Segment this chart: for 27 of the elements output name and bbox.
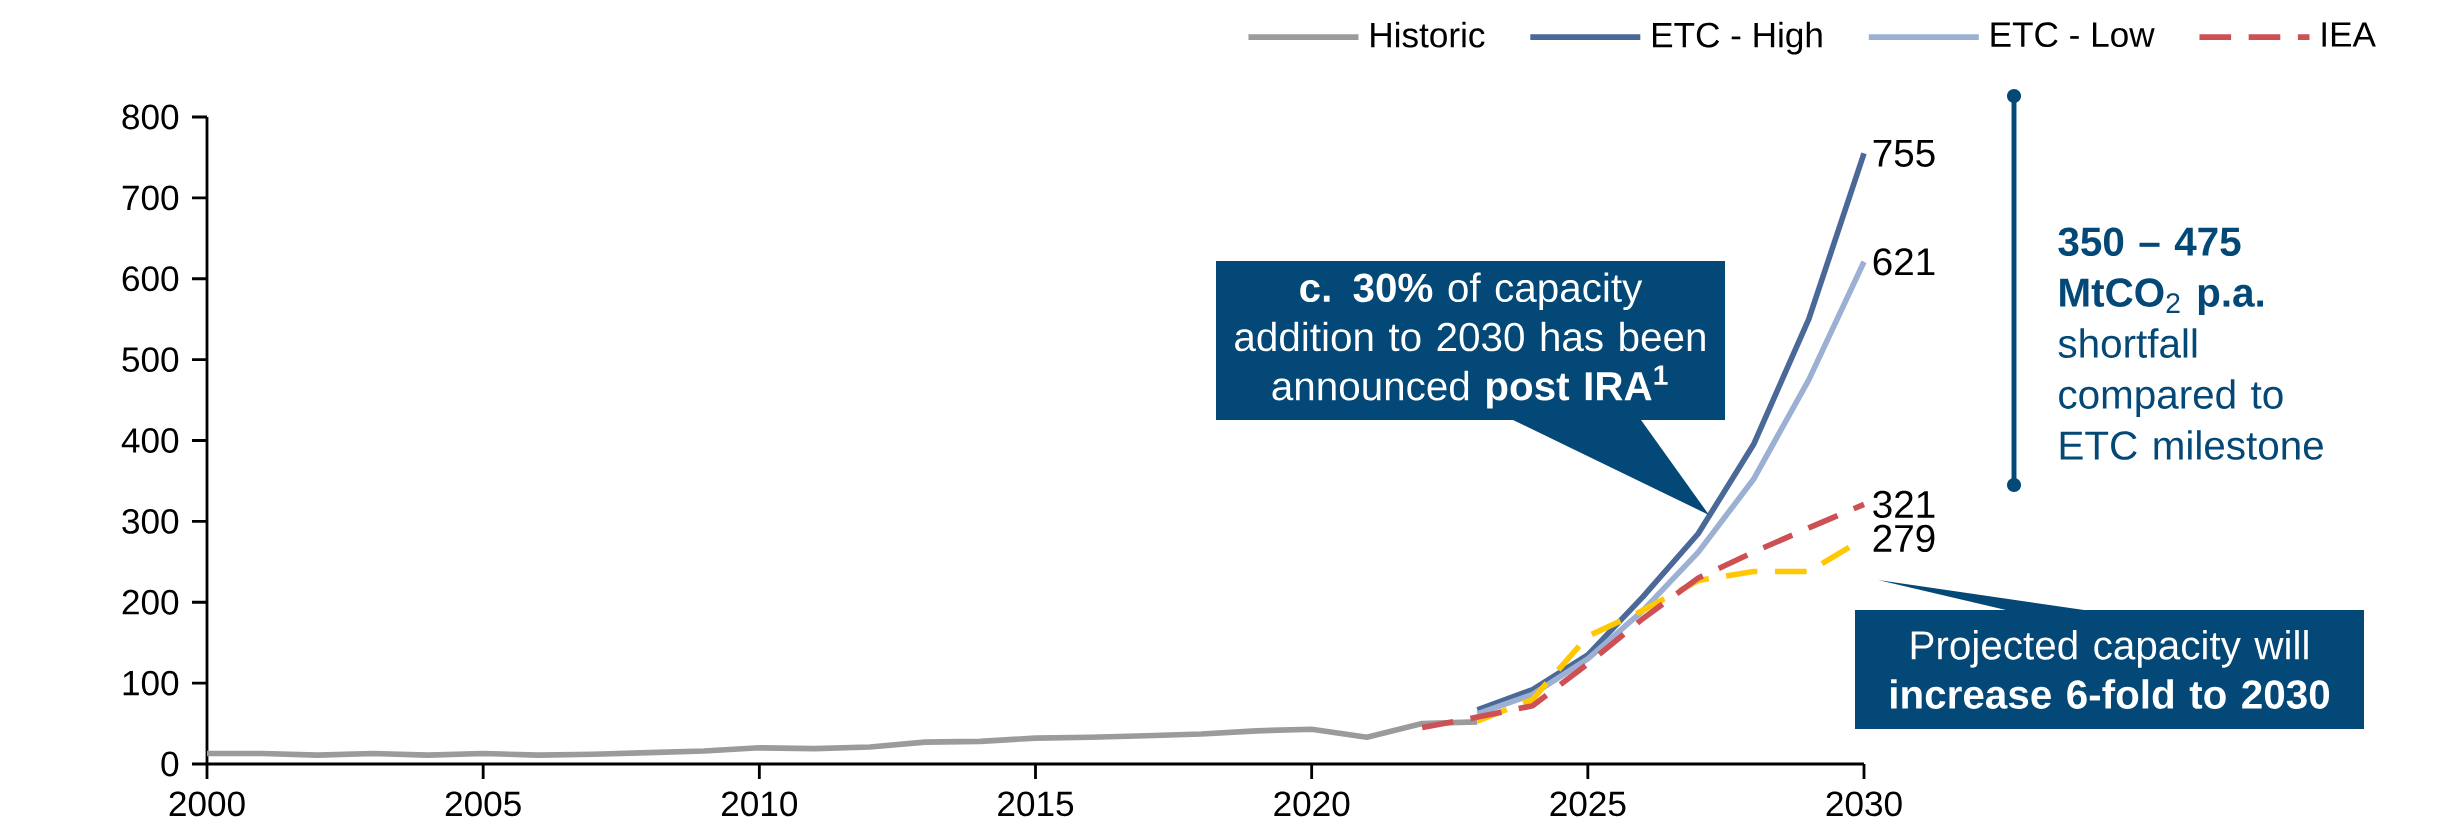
y-tick-label: 300: [122, 508, 179, 534]
text: c. 30% of capacity addition to 2030 has been announced post IRA$^{1}$: [1235, 272, 1705, 409]
y-tick-label: 800: [122, 104, 179, 130]
legend-label: Historic: [1371, 21, 1485, 48]
data-label: 621: [1873, 248, 1935, 276]
x-tick-label: 2030: [1826, 791, 1902, 817]
y-tick-label: 0: [161, 751, 179, 777]
legend-label: ETC - High: [1653, 21, 1822, 55]
y-tick-label: 400: [121, 428, 179, 453]
data-label: 321: [1873, 490, 1935, 519]
x-tick-label: 2005: [445, 791, 521, 817]
text: 350 – 475 MtCO$_{2}$ p.a. shortfall compared to ETC milestone: [2058, 227, 2323, 460]
x-tick-label: 2000: [169, 791, 245, 817]
x-tick-label: 2010: [722, 791, 798, 817]
y-tick-label: 100: [123, 670, 179, 696]
text: Projected capacity will increase 6-fold to 2030: [1891, 630, 2330, 709]
x-tick-label: 2025: [1550, 791, 1626, 817]
y-tick-label: 500: [122, 347, 179, 373]
y-tick-label: 600: [122, 266, 179, 292]
y-tick-label: 700: [122, 185, 179, 211]
x-tick-label: 2020: [1274, 791, 1350, 817]
x-tick-label: 2015: [998, 791, 1074, 817]
y-tick-label: 200: [122, 589, 179, 615]
legend-label: ETC - Low: [1991, 22, 2155, 48]
data-label: 279: [1873, 524, 1935, 553]
legend-label: IEA: [2322, 22, 2376, 47]
data-label: 755: [1873, 139, 1935, 167]
